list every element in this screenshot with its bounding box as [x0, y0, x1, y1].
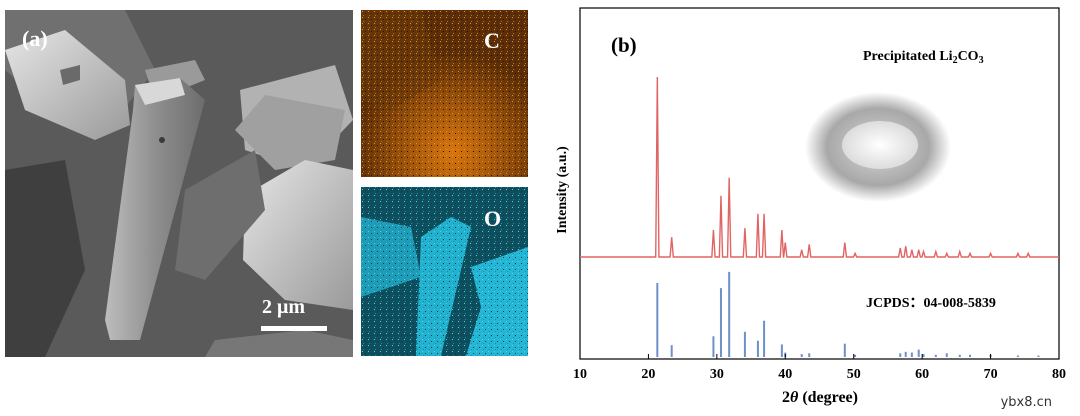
eds-map-carbon — [361, 10, 528, 177]
x-axis-ticks: 10 20 30 40 50 60 70 80 — [573, 354, 1066, 382]
eds-map-oxygen — [361, 187, 528, 356]
scale-bar — [261, 326, 327, 331]
plot-frame — [579, 7, 1060, 360]
sample-pattern — [580, 76, 1059, 258]
xrd-chart: 10 20 30 40 50 60 70 80 (b) Precipitated Li2CO3… — [555, 7, 1066, 406]
x-tick-label: 80 — [1052, 367, 1066, 382]
reference-pattern — [656, 271, 1040, 357]
chart-title: Precipitated Li2CO3 — [863, 49, 984, 66]
reference-label: JCPDS：04-008-5839 — [866, 296, 996, 311]
oxygen-map-drawing — [361, 187, 528, 356]
x-tick-label: 50 — [847, 367, 861, 382]
x-tick-label: 60 — [915, 367, 929, 382]
x-tick-label: 40 — [778, 367, 792, 382]
y-axis-label: Intensity (a.u.) — [555, 146, 570, 234]
sem-image — [5, 10, 353, 357]
x-axis-label: 2θ (degree) — [782, 389, 858, 406]
scale-bar-label: 2 μm — [262, 296, 305, 318]
carbon-map-drawing — [361, 10, 528, 177]
sample-pattern-line — [580, 76, 1059, 258]
watermark: ybx8.cn — [1000, 395, 1052, 410]
x-tick-label: 10 — [573, 367, 587, 382]
x-tick-label: 30 — [710, 367, 724, 382]
powder-photo-inset — [805, 92, 951, 202]
panel-b-label: (b) — [611, 33, 637, 57]
x-tick-label: 70 — [984, 367, 998, 382]
sem-crystals-drawing — [5, 10, 353, 357]
map-o-label: O — [484, 206, 502, 231]
panel-a-label: (a) — [22, 26, 48, 51]
x-tick-label: 20 — [641, 367, 655, 382]
map-c-label: C — [484, 28, 500, 53]
